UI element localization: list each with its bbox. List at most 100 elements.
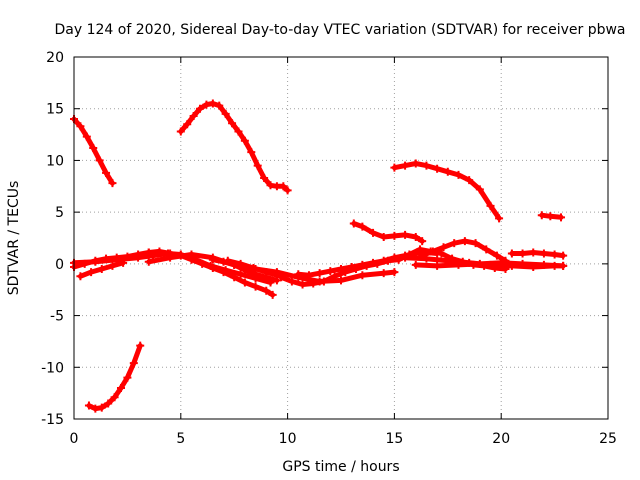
y-tick-label: -10 [41, 360, 64, 376]
data-point [251, 282, 260, 291]
data-point [95, 156, 104, 165]
y-axis-label: SDTVAR / TECUs [6, 181, 22, 296]
data-point [518, 249, 527, 258]
data-point [208, 99, 217, 108]
data-point [208, 263, 217, 272]
data-point [144, 248, 153, 257]
series-arc12 [208, 255, 281, 285]
data-point [401, 161, 410, 170]
data-point [454, 260, 463, 269]
data-point [198, 259, 207, 268]
data-point [87, 268, 96, 277]
data-point [557, 213, 566, 222]
data-point [123, 373, 132, 382]
data-point [309, 279, 318, 288]
data-point [287, 277, 296, 286]
grid [74, 57, 608, 419]
data-point [97, 403, 106, 412]
data-point [112, 253, 121, 262]
data-point [108, 179, 117, 188]
data-point [497, 258, 506, 267]
data-point [465, 176, 474, 185]
data-point [471, 239, 480, 248]
data-point [129, 359, 138, 368]
data-point [390, 268, 399, 277]
data-point [76, 122, 85, 131]
data-point [294, 270, 303, 279]
data-point [390, 163, 399, 172]
data-point [411, 159, 420, 168]
data-point [319, 277, 328, 286]
x-tick-label: 10 [279, 431, 297, 447]
data-point [428, 247, 437, 256]
data-point [91, 256, 100, 265]
data-point [450, 239, 459, 248]
data-point [202, 100, 211, 109]
data-point [91, 404, 100, 413]
series-arc19 [507, 248, 568, 260]
data-point [283, 186, 292, 195]
data-point [330, 272, 339, 281]
data-point [268, 290, 277, 299]
x-tick-label: 15 [385, 431, 403, 447]
series-arc8 [70, 248, 153, 271]
data-point [228, 119, 237, 128]
data-point [433, 261, 442, 270]
data-point [304, 271, 313, 280]
data-point [272, 271, 281, 280]
data-point [166, 253, 175, 262]
data-point [102, 254, 111, 263]
data-point [249, 263, 258, 272]
data-point [221, 109, 230, 118]
data-point [80, 259, 89, 268]
data-point [236, 259, 245, 268]
data-point [454, 170, 463, 179]
data-point [337, 276, 345, 285]
data-point [262, 286, 271, 295]
data-point [390, 253, 399, 262]
data-point [379, 256, 388, 265]
data-point [84, 401, 93, 410]
data-point [208, 255, 217, 264]
data-point [358, 271, 367, 280]
data-point [495, 214, 504, 223]
data-point [460, 237, 469, 246]
data-point [215, 101, 224, 110]
data-point [482, 245, 491, 254]
data-point [110, 393, 119, 402]
y-tick-label: -15 [41, 412, 64, 428]
series-arc9 [76, 258, 128, 281]
data-point [104, 399, 113, 408]
data-point [422, 161, 431, 170]
data-point [486, 201, 495, 210]
series-arc18 [411, 258, 568, 270]
data-point [539, 260, 548, 269]
data-point [518, 259, 527, 268]
data-point [223, 256, 232, 265]
data-point [379, 269, 388, 278]
data-point [189, 111, 198, 120]
data-point [108, 261, 117, 270]
plot-frame [73, 56, 609, 420]
data-point [89, 144, 98, 153]
data-point [236, 270, 245, 279]
data-point [507, 249, 516, 258]
data-point [240, 278, 249, 287]
data-point [119, 258, 128, 267]
data-point [369, 258, 378, 267]
data-point [411, 232, 420, 241]
data-point [475, 259, 484, 268]
data-point [260, 174, 269, 183]
data-point [529, 248, 538, 257]
x-tick-label: 25 [599, 431, 617, 447]
y-tick-label: 20 [46, 50, 64, 66]
data-point [266, 181, 275, 190]
data-point [422, 254, 431, 263]
data-point [390, 231, 399, 240]
data-point [337, 265, 345, 274]
data-series [70, 99, 568, 413]
data-point [439, 243, 448, 252]
series-arc16 [418, 237, 510, 265]
data-point [97, 265, 106, 274]
data-point [369, 228, 378, 237]
